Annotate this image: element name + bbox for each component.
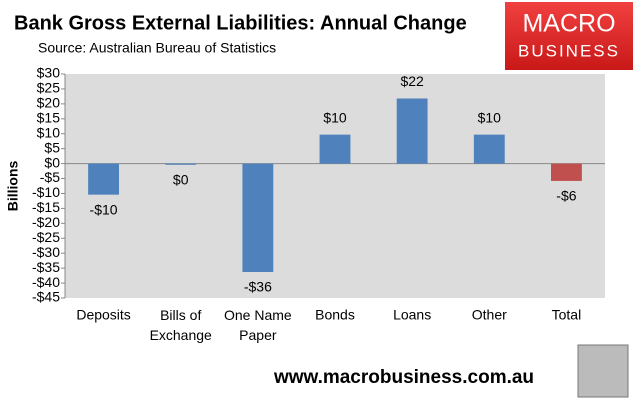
- bar: [473, 134, 505, 164]
- wolf-icon: [577, 344, 629, 398]
- bar: [88, 163, 119, 195]
- y-tick-label: $10: [37, 124, 61, 140]
- y-tick-label: -$20: [32, 214, 60, 230]
- x-tick-label: Total: [552, 307, 582, 323]
- bar: [551, 163, 582, 181]
- y-tick-label: $30: [37, 65, 61, 81]
- y-tick-label: -$30: [32, 244, 60, 260]
- x-tick-label: One Name Paper: [224, 307, 292, 343]
- chart-title: Bank Gross External Liabilities: Annual …: [14, 12, 467, 34]
- y-tick-label: -$45: [32, 289, 60, 305]
- logo-text: BUSINESS: [518, 41, 620, 60]
- chart-subtitle: Source: Australian Bureau of Statistics: [38, 40, 276, 56]
- y-tick-label: -$15: [32, 199, 60, 215]
- y-tick-label: -$10: [32, 184, 60, 200]
- data-label: -$10: [90, 201, 118, 217]
- y-tick-label: $5: [44, 139, 60, 155]
- footer-url: www.macrobusiness.com.au: [273, 367, 534, 388]
- bar: [165, 163, 197, 165]
- x-tick-label: Bills of Exchange: [150, 307, 212, 343]
- x-tick-label: Deposits: [76, 307, 130, 323]
- data-label: $22: [400, 73, 424, 89]
- y-tick-label: $0: [44, 154, 60, 170]
- logo-box: [505, 2, 633, 70]
- bar: [242, 163, 274, 273]
- bar: [319, 134, 351, 164]
- plot-area: [65, 74, 605, 298]
- data-label: $10: [478, 109, 502, 125]
- y-tick-label: -$25: [32, 229, 60, 245]
- x-tick-label: Loans: [393, 307, 431, 323]
- data-label: -$36: [244, 279, 272, 295]
- x-tick-label: Bonds: [315, 307, 355, 323]
- data-label: $0: [173, 171, 189, 187]
- bar: [396, 98, 428, 164]
- data-label: $10: [323, 109, 347, 125]
- y-tick-label: $15: [37, 110, 61, 126]
- y-tick-label: -$5: [40, 169, 60, 185]
- x-tick-label: Other: [472, 307, 507, 323]
- logo-text: MACRO: [522, 10, 615, 38]
- y-tick-label: -$40: [32, 274, 60, 290]
- y-tick-label: $25: [37, 80, 61, 96]
- data-label: -$6: [556, 188, 576, 204]
- y-tick-label: -$35: [32, 259, 60, 275]
- y-tick-label: $20: [37, 95, 61, 111]
- y-axis-label: Billions: [5, 161, 21, 212]
